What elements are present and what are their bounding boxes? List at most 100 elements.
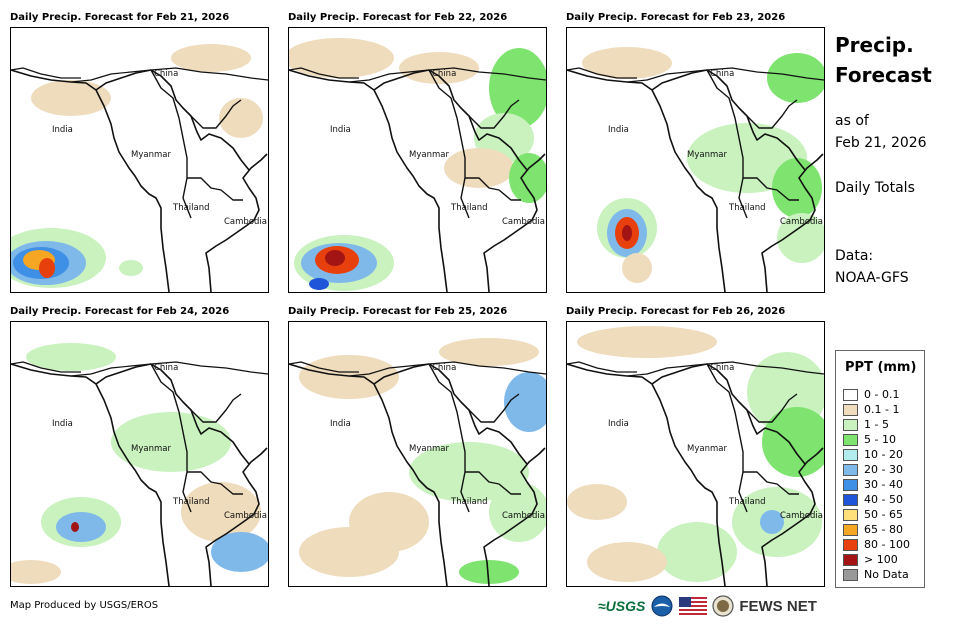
label-thailand: Thailand: [728, 203, 766, 213]
label-thailand: Thailand: [728, 497, 766, 507]
legend-label: 80 - 100: [864, 538, 910, 551]
map-frame: China India Myanmar Thailand Cambodia: [10, 321, 269, 587]
label-myanmar: Myanmar: [131, 444, 171, 454]
side-title: Precip. Forecast: [835, 30, 965, 90]
label-china: China: [154, 363, 178, 373]
legend-swatch: [843, 403, 858, 416]
panel-title: Daily Precip. Forecast for Feb 22, 2026: [288, 12, 508, 23]
data-source-name: NOAA-GFS: [835, 270, 909, 286]
legend-label: > 100: [864, 553, 898, 566]
label-india: India: [52, 419, 73, 429]
label-thailand: Thailand: [450, 203, 488, 213]
panel-title: Daily Precip. Forecast for Feb 21, 2026: [10, 12, 230, 23]
map-panel-feb26: Daily Precip. Forecast for Feb 26, 2026 …: [566, 306, 825, 588]
us-flag-icon: [679, 597, 708, 615]
data-source-line1: Data:: [835, 248, 874, 264]
label-cambodia: Cambodia: [224, 511, 267, 521]
legend-label: 5 - 10: [864, 433, 896, 446]
legend-swatch: [843, 463, 858, 476]
map-frame: China India Myanmar Thailand Cambodia: [288, 27, 547, 293]
legend-swatch: [843, 478, 858, 491]
label-india: India: [330, 125, 351, 135]
label-myanmar: Myanmar: [687, 150, 727, 160]
map-credit: Map Produced by USGS/EROS: [10, 600, 159, 611]
legend: PPT (mm) 0 - 0.1 0.1 - 1 1 - 5 5 - 10 10 - 2…: [835, 350, 925, 588]
legend-item: 50 - 65: [843, 507, 903, 522]
legend-title: PPT (mm): [845, 360, 917, 375]
label-myanmar: Myanmar: [409, 444, 449, 454]
label-china: China: [154, 69, 178, 79]
label-cambodia: Cambodia: [780, 217, 823, 227]
legend-item: 1 - 5: [843, 417, 889, 432]
usgs-logo: ≈USGS: [598, 598, 646, 614]
legend-item: 0 - 0.1: [843, 387, 899, 402]
legend-swatch: [843, 553, 858, 566]
legend-item: 40 - 50: [843, 492, 903, 507]
legend-label: 20 - 30: [864, 463, 903, 476]
panel-title: Daily Precip. Forecast for Feb 23, 2026: [566, 12, 786, 23]
label-myanmar: Myanmar: [687, 444, 727, 454]
legend-swatch: [843, 508, 858, 521]
map-frame: China India Myanmar Thailand Cambodia: [10, 27, 269, 293]
label-china: China: [432, 69, 456, 79]
legend-item: 30 - 40: [843, 477, 903, 492]
legend-item: 10 - 20: [843, 447, 903, 462]
label-thailand: Thailand: [172, 203, 210, 213]
side-title-line1: Precip.: [835, 33, 914, 57]
legend-swatch: [843, 418, 858, 431]
map-panel-feb24: Daily Precip. Forecast for Feb 24, 2026 …: [10, 306, 269, 588]
legend-swatch: [843, 568, 858, 581]
side-title-line2: Forecast: [835, 63, 932, 87]
label-india: India: [52, 125, 73, 135]
fews-net-logo: FEWS NET: [739, 597, 817, 615]
legend-label: 0 - 0.1: [864, 388, 900, 401]
legend-swatch: [843, 493, 858, 506]
legend-swatch: [843, 538, 858, 551]
map-frame: China India Myanmar Thailand Cambodia: [566, 27, 825, 293]
logo-strip: ≈USGS FEWS NET: [598, 594, 817, 618]
label-thailand: Thailand: [450, 497, 488, 507]
map-frame: China India Myanmar Thailand Cambodia: [566, 321, 825, 587]
legend-label: 65 - 80: [864, 523, 903, 536]
map-panel-feb25: Daily Precip. Forecast for Feb 25, 2026 …: [288, 306, 547, 588]
legend-label: 50 - 65: [864, 508, 903, 521]
label-india: India: [330, 419, 351, 429]
label-india: India: [608, 419, 629, 429]
label-myanmar: Myanmar: [409, 150, 449, 160]
legend-label: 1 - 5: [864, 418, 889, 431]
label-india: India: [608, 125, 629, 135]
legend-item: No Data: [843, 567, 909, 582]
map-panel-feb22: Daily Precip. Forecast for Feb 22, 2026 …: [288, 12, 547, 294]
legend-swatch: [843, 388, 858, 401]
legend-item: 5 - 10: [843, 432, 896, 447]
state-dept-seal-icon: [712, 595, 734, 617]
map-panel-feb23: Daily Precip. Forecast for Feb 23, 2026 …: [566, 12, 825, 294]
legend-label: No Data: [864, 568, 909, 581]
as-of-text: as of Feb 21, 2026: [835, 110, 927, 154]
panel-title: Daily Precip. Forecast for Feb 25, 2026: [288, 306, 508, 317]
label-china: China: [710, 363, 734, 373]
label-myanmar: Myanmar: [131, 150, 171, 160]
legend-item: 65 - 80: [843, 522, 903, 537]
label-cambodia: Cambodia: [780, 511, 823, 521]
as-of-line1: as of: [835, 113, 869, 129]
data-source: Data: NOAA-GFS: [835, 245, 909, 289]
legend-item: 0.1 - 1: [843, 402, 899, 417]
legend-swatch: [843, 523, 858, 536]
legend-swatch: [843, 448, 858, 461]
label-china: China: [432, 363, 456, 373]
map-frame: China India Myanmar Thailand Cambodia: [288, 321, 547, 587]
label-china: China: [710, 69, 734, 79]
noaa-logo-icon: [651, 595, 673, 617]
as-of-date: Feb 21, 2026: [835, 135, 927, 151]
period-text: Daily Totals: [835, 180, 915, 196]
legend-label: 30 - 40: [864, 478, 903, 491]
legend-item: > 100: [843, 552, 898, 567]
panel-title: Daily Precip. Forecast for Feb 24, 2026: [10, 306, 230, 317]
legend-label: 0.1 - 1: [864, 403, 900, 416]
legend-label: 40 - 50: [864, 493, 903, 506]
map-panel-feb21: Daily Precip. Forecast for Feb 21, 2026 …: [10, 12, 269, 294]
label-cambodia: Cambodia: [224, 217, 267, 227]
legend-swatch: [843, 433, 858, 446]
legend-label: 10 - 20: [864, 448, 903, 461]
